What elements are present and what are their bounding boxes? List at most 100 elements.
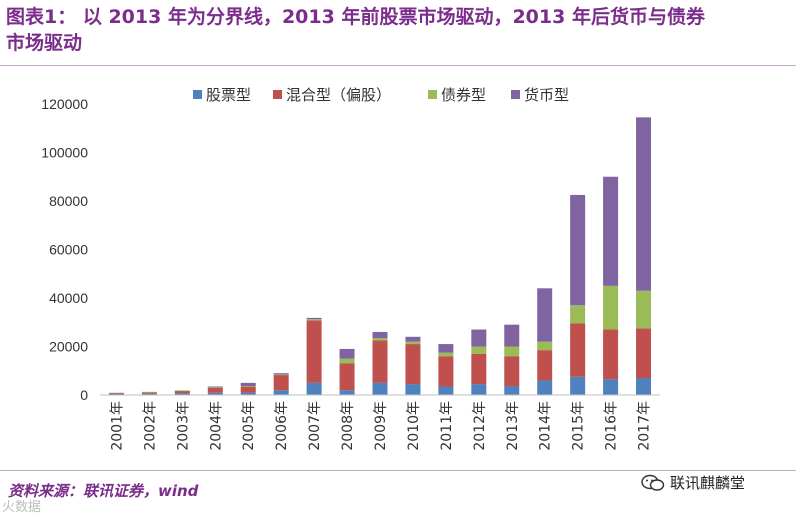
title-line-1: 图表1： 以 2013 年为分界线，2013 年前股票市场驱动，2013 年后货… [6, 6, 705, 28]
bar-segment [537, 380, 553, 395]
legend-swatch [273, 90, 282, 99]
bar-segment [306, 382, 322, 395]
bar-segment [174, 390, 190, 394]
x-tick-label: 2007年 [307, 401, 323, 451]
bar-segment [405, 336, 421, 342]
bar-segment [504, 346, 520, 357]
x-tick-label: 2011年 [439, 401, 455, 451]
legend-label: 股票型 [206, 86, 251, 104]
bar-segment [405, 344, 421, 385]
bar-segment [240, 386, 256, 393]
legend-swatch [511, 90, 520, 99]
legend-item: 货币型 [511, 86, 569, 104]
y-axis: 0 20000 40000 60000 80000 100000 120000 [41, 96, 88, 403]
bar-segment [207, 387, 223, 389]
bar-segment [339, 358, 355, 364]
x-tick-label: 2009年 [373, 401, 389, 451]
legend-swatch [193, 90, 202, 99]
bar-segment [372, 340, 388, 383]
x-tick-label: 2001年 [109, 401, 125, 451]
bar-segment [141, 393, 157, 395]
stacked-bar-chart: 股票型 混合型（偏股） 债券型 货币型 0 20000 40000 60000 80000 10… [41, 86, 660, 451]
y-tick-label: 20000 [49, 339, 88, 355]
bar-segment [306, 320, 322, 383]
bar-segment [471, 384, 487, 395]
bar-segment [570, 305, 586, 324]
bar-segment [405, 341, 421, 345]
bar-segment [174, 390, 190, 392]
legend-swatch [428, 90, 437, 99]
bar-segment [504, 324, 520, 347]
watermark-text: 联讯麒麟堂 [670, 474, 746, 492]
title-divider [0, 65, 796, 66]
bar-segment [207, 386, 223, 388]
bar-segment [570, 376, 586, 395]
bar-segment [471, 353, 487, 385]
y-tick-label: 40000 [49, 290, 88, 306]
x-tick-label: 2017年 [637, 401, 653, 451]
bar-segment [636, 290, 652, 329]
y-tick-label: 100000 [41, 145, 88, 161]
bar-segment [240, 392, 256, 395]
wechat-icon [641, 474, 665, 491]
legend-label: 混合型（偏股） [286, 86, 391, 104]
x-tick-label: 2010年 [406, 401, 422, 451]
corner-watermark: 火数据 [2, 500, 42, 515]
bar-segment [636, 117, 652, 291]
bar-segment [372, 331, 388, 339]
bar-segment [174, 393, 190, 395]
bar-segment [537, 288, 553, 342]
bar-segment [306, 317, 322, 320]
bar-segment [603, 176, 619, 286]
title-line-2: 市场驱动 [6, 32, 83, 54]
x-tick-label: 2012年 [472, 401, 488, 451]
bar-segment [372, 338, 388, 341]
chart-title: 图表1： 以 2013 年为分界线，2013 年前股票市场驱动，2013 年后货… [6, 4, 786, 56]
bar-segment [108, 393, 124, 395]
wechat-watermark: 联讯麒麟堂 [640, 472, 745, 493]
bar-segment [438, 352, 454, 357]
bar-segment [570, 194, 586, 306]
bar-segment [537, 350, 553, 381]
bar-segment [207, 387, 223, 393]
bar-segment [339, 390, 355, 395]
bar-segment [636, 328, 652, 379]
chart-legend: 股票型 混合型（偏股） 债券型 货币型 [193, 86, 569, 104]
legend-label: 债券型 [441, 86, 486, 104]
bar-segment [339, 348, 355, 359]
x-tick-label: 2016年 [604, 401, 620, 451]
bar-segment [273, 374, 289, 391]
bar-segment [405, 384, 421, 395]
bar-segment [240, 382, 256, 387]
legend-item: 债券型 [428, 86, 486, 104]
bar-segment [339, 363, 355, 391]
bar-segment [372, 382, 388, 395]
y-tick-label: 60000 [49, 242, 88, 258]
bar-segment [240, 386, 256, 387]
x-tick-label: 2014年 [538, 401, 554, 451]
bar-segment [636, 378, 652, 395]
x-tick-label: 2003年 [175, 401, 191, 451]
y-tick-label: 0 [80, 387, 88, 403]
y-tick-label: 120000 [41, 96, 88, 112]
bar-segment [603, 285, 619, 330]
bar-segment [537, 341, 553, 351]
footer-divider [0, 470, 796, 471]
bar-segment [603, 329, 619, 380]
bar-segment [603, 379, 619, 395]
x-tick-label: 2015年 [571, 401, 587, 451]
bar-segment [438, 356, 454, 387]
bar-segment [438, 386, 454, 395]
legend-item: 混合型（偏股） [273, 86, 391, 104]
bar-segment [504, 356, 520, 387]
legend-item: 股票型 [193, 86, 251, 104]
bar-segment [306, 319, 322, 321]
bar-segment [273, 373, 289, 375]
x-tick-label: 2013年 [505, 401, 521, 451]
bar-segment [141, 391, 157, 393]
legend-label: 货币型 [524, 86, 569, 104]
x-tick-label: 2006年 [274, 401, 290, 451]
x-axis: 2001年 2002年 2003年 2004年 2005年 2006年 2007年 2008年… [100, 394, 660, 451]
bar-segment [471, 329, 487, 347]
x-tick-label: 2008年 [340, 401, 356, 451]
